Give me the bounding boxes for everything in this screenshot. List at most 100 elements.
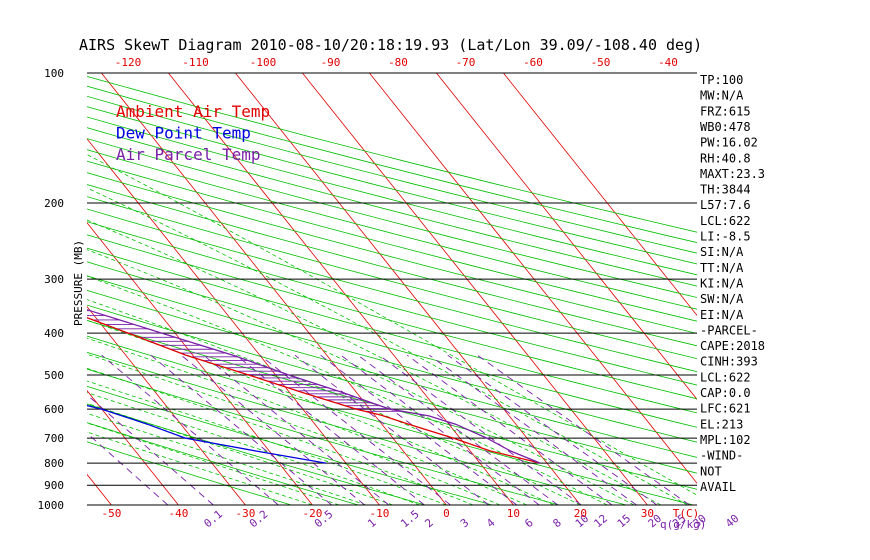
mixing-ratio-line bbox=[357, 354, 559, 505]
mixing-ratio-tick-label: 3 bbox=[458, 516, 471, 530]
axis-tick-labels: 0.1 0.2 0.5 1 1.5 2 3 4 6 8 10 12 15 20 25 30 4010020030… bbox=[38, 56, 742, 531]
mixing-ratio-line bbox=[150, 354, 332, 505]
stat-entry: LCL:622 bbox=[700, 214, 751, 228]
dry-adiabat-line bbox=[87, 160, 697, 322]
mixing-ratio-line bbox=[180, 354, 365, 505]
moist-adiabat-line bbox=[87, 367, 474, 505]
stat-entry: CAPE:2018 bbox=[700, 339, 765, 353]
profile-series bbox=[87, 309, 541, 464]
y-axis-label: PRESSURE (MB) bbox=[72, 240, 85, 326]
isotherm-line bbox=[436, 73, 697, 400]
stat-entry: MPL:102 bbox=[700, 433, 751, 447]
bottom-temp-tick-label: 30 bbox=[641, 507, 654, 520]
mixing-ratio-line bbox=[429, 354, 637, 505]
moist-adiabat-line bbox=[87, 275, 608, 505]
dry-adiabat-line bbox=[87, 441, 292, 505]
dry-adiabat-line bbox=[87, 368, 560, 505]
pressure-tick-label: 700 bbox=[44, 432, 64, 445]
stat-entry: CAP:0.0 bbox=[700, 386, 751, 400]
pressure-tick-label: 600 bbox=[44, 403, 64, 416]
pressure-tick-label: 1000 bbox=[38, 499, 65, 512]
isotherm-line bbox=[369, 73, 697, 484]
isotherm-line bbox=[235, 73, 581, 505]
moist-adiabat-line bbox=[87, 299, 581, 505]
dry-adiabat-line bbox=[87, 221, 697, 386]
dry-adiabat-line bbox=[87, 275, 697, 443]
stat-entry: PW:16.02 bbox=[700, 136, 758, 150]
mixing-ratio-unit-label: q(g/kg) bbox=[660, 518, 706, 531]
stat-entry: FRZ:615 bbox=[700, 104, 751, 118]
dry-adiabat-line bbox=[87, 127, 697, 287]
stat-entry: SI:N/A bbox=[700, 245, 744, 259]
legend-entry: Air Parcel Temp bbox=[116, 145, 261, 164]
mixing-ratio-line bbox=[203, 354, 390, 505]
stat-entry: -PARCEL- bbox=[700, 323, 758, 337]
bottom-temp-tick-label: 20 bbox=[574, 507, 587, 520]
moist-adiabat-line bbox=[87, 392, 420, 505]
mixing-ratio-line bbox=[101, 354, 279, 505]
legend: Ambient Air Temp Dew Point Temp Air Parcel… bbox=[116, 102, 270, 164]
dry-adiabat-line bbox=[87, 289, 697, 458]
dry-adiabat-line bbox=[87, 172, 697, 334]
moist-adiabat-line bbox=[87, 219, 661, 505]
isotherm-line bbox=[101, 73, 447, 505]
moist-adiabat-line bbox=[87, 187, 688, 505]
top-temp-tick-label: -100 bbox=[250, 56, 277, 69]
top-temp-tick-label: -70 bbox=[456, 56, 476, 69]
mixing-ratio-line bbox=[477, 354, 690, 505]
stat-entry: EL:213 bbox=[700, 417, 743, 431]
dry-adiabat-line bbox=[87, 149, 697, 310]
dry-adiabat-line bbox=[87, 422, 359, 505]
moist-adiabat-line bbox=[87, 353, 501, 505]
dry-adiabat-line bbox=[87, 234, 697, 400]
mixing-ratio-tick-label: 0.1 bbox=[201, 508, 225, 531]
isotherm-line bbox=[87, 138, 380, 505]
top-temp-tick-label: -60 bbox=[523, 56, 543, 69]
mixing-ratio-line bbox=[294, 354, 489, 505]
series-line-dew-point-temp bbox=[87, 404, 327, 464]
dry-adiabat-line bbox=[87, 208, 697, 373]
top-temp-tick-label: -110 bbox=[182, 56, 209, 69]
moist-adiabat-line bbox=[87, 431, 313, 505]
mixing-ratio-tick-label: 6 bbox=[522, 516, 535, 530]
bottom-temp-tick-label: -20 bbox=[302, 507, 322, 520]
isotherm-line bbox=[0, 73, 44, 505]
dry-adiabat-line bbox=[87, 319, 697, 490]
stat-entry: MW:N/A bbox=[700, 89, 744, 103]
mixing-ratio-line bbox=[406, 354, 613, 505]
stat-entry: MAXT:23.3 bbox=[700, 167, 765, 181]
chart-title: AIRS SkewT Diagram 2010-08-10/20:18:19.9… bbox=[79, 36, 702, 54]
bottom-temp-tick-label: -50 bbox=[101, 507, 121, 520]
stat-entry: TT:N/A bbox=[700, 261, 744, 275]
stat-entry: EI:N/A bbox=[700, 308, 744, 322]
moist-adiabat-line bbox=[87, 337, 527, 505]
dry-adiabat-line bbox=[87, 106, 697, 265]
stat-entry: KI:N/A bbox=[700, 276, 744, 290]
legend-entry: Dew Point Temp bbox=[116, 124, 251, 143]
mixing-ratio-line bbox=[259, 354, 451, 505]
cape-hatching bbox=[87, 310, 403, 412]
mixing-ratio-line bbox=[235, 354, 425, 505]
pressure-tick-label: 400 bbox=[44, 327, 64, 340]
bottom-temp-tick-label: -30 bbox=[235, 507, 255, 520]
mixing-ratio-line bbox=[320, 354, 518, 505]
isotherm-line bbox=[87, 222, 313, 505]
pressure-tick-label: 300 bbox=[44, 273, 64, 286]
top-temp-tick-label: -90 bbox=[321, 56, 341, 69]
isotherm-line bbox=[503, 73, 697, 317]
pressure-tick-label: 200 bbox=[44, 197, 64, 210]
mixing-ratio-tick-label: 1.5 bbox=[398, 508, 422, 531]
stat-entry: NOT bbox=[700, 464, 722, 478]
dry-adiabat-line bbox=[87, 116, 697, 276]
pressure-tick-label: 500 bbox=[44, 369, 64, 382]
dry-adiabat-line bbox=[87, 351, 627, 505]
mixing-ratio-tick-label: 15 bbox=[615, 512, 634, 530]
background-grid bbox=[0, 73, 697, 505]
mixing-ratio-line bbox=[87, 394, 214, 505]
stat-entry: TP:100 bbox=[700, 73, 743, 87]
dry-adiabat-line bbox=[87, 138, 697, 298]
dry-adiabat-line bbox=[87, 335, 694, 505]
stat-entry: LI:-8.5 bbox=[700, 230, 751, 244]
